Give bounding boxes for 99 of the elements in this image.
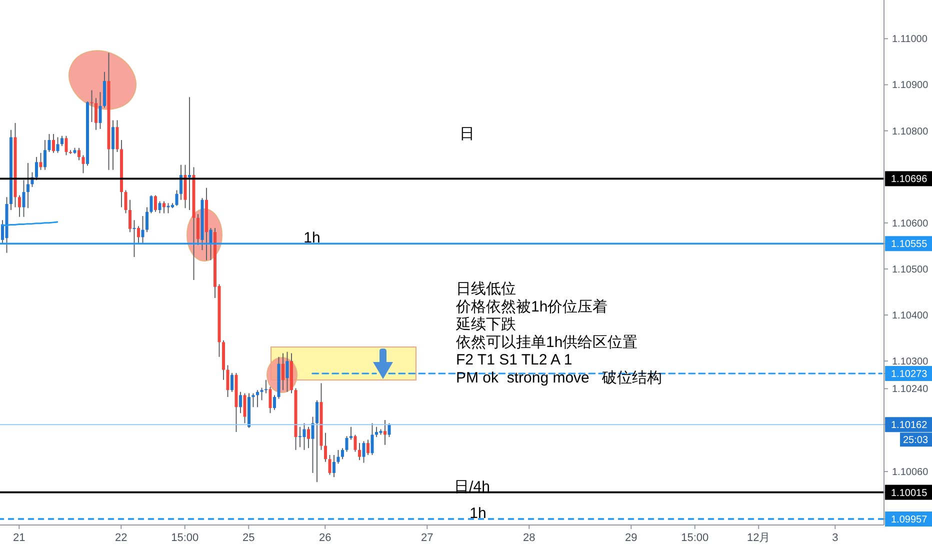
candlestick [175, 190, 178, 206]
candlestick [18, 194, 21, 218]
candlestick [307, 426, 310, 449]
y-tick-label: 1.10600 [892, 218, 929, 230]
candlestick [328, 454, 332, 476]
candlestick [311, 416, 314, 474]
candlestick [128, 199, 132, 233]
ref-line-label: 日 [460, 126, 474, 143]
y-tick-label: 1.10500 [892, 264, 929, 276]
text: 25:03 [903, 435, 928, 446]
candlestick [64, 135, 68, 156]
annotation: PM ok strong move 破位结构 [456, 369, 662, 386]
x-tick-label: 15:00 [681, 532, 709, 544]
x-tick-label: 27 [421, 532, 434, 544]
candlestick [82, 154, 85, 174]
candlestick [158, 200, 162, 214]
candlestick [324, 432, 327, 462]
candlestick [78, 147, 80, 161]
x-tick-label: 26 [319, 532, 332, 544]
ref-line-label: 1h [304, 230, 320, 247]
x-tick-label: 3 [832, 532, 838, 544]
candlestick [302, 422, 306, 450]
candlestick [132, 220, 136, 258]
x-tick-label: 25 [242, 532, 255, 544]
candlestick [124, 190, 128, 214]
candlestick [39, 152, 42, 170]
annotation: 日线低位 [456, 280, 516, 298]
candlestick [112, 120, 114, 170]
y-tick-label: 1.10300 [892, 356, 929, 368]
candlestick [209, 227, 212, 261]
candlestick [188, 96, 191, 210]
candlestick [388, 422, 391, 438]
candlestick [98, 92, 102, 130]
candlestick [358, 442, 361, 461]
candlestick [354, 434, 357, 452]
annotation: 依然可以挂单1h供给区位置 [456, 334, 638, 351]
candlestick [286, 351, 289, 392]
candlestick [384, 420, 386, 446]
candlestick [268, 386, 272, 414]
candlestick [52, 134, 55, 154]
candlestick [116, 120, 119, 152]
candlestick [44, 140, 46, 170]
annotation: 价格依然被1h价位压着 [455, 298, 608, 316]
candlestick [60, 135, 64, 146]
ref-line-label: 1h [470, 505, 486, 522]
y-tick-label: 1.10400 [892, 310, 929, 322]
candlestick [137, 226, 140, 244]
x-tick-label: 22 [115, 532, 128, 544]
candlestick [260, 387, 264, 401]
candlestick [345, 436, 348, 452]
candlestick [150, 194, 153, 214]
candlestick [341, 448, 344, 460]
candlestick [154, 194, 157, 212]
y-tick-label: 1.10060 [892, 467, 929, 478]
candlestick [146, 206, 148, 233]
candlestick [239, 391, 242, 414]
candlestick [366, 439, 370, 456]
candlestick [141, 215, 144, 244]
candlestick [264, 379, 268, 394]
candlestick [370, 422, 374, 456]
candlestick [26, 162, 30, 209]
y-tick-label: 1.11000 [892, 34, 928, 46]
candlestick [273, 394, 276, 410]
y-tick-label: 1.10273 [891, 368, 928, 380]
candlestick [48, 134, 51, 152]
candlestick [316, 400, 318, 483]
x-tick-label: 15:00 [171, 532, 199, 544]
candlestick [90, 90, 94, 123]
candlestick [226, 364, 230, 398]
x-tick-label: 29 [625, 532, 638, 544]
candlestick [252, 392, 255, 408]
candlestick [196, 214, 200, 246]
y-tick-label: 1.10555 [891, 239, 928, 250]
candlestick [162, 200, 166, 214]
x-tick-label: 12月 [747, 532, 770, 544]
candlestick [230, 372, 234, 392]
candlestick [35, 156, 38, 181]
y-tick-label: 1.09957 [891, 514, 928, 526]
x-tick-label: 21 [13, 532, 26, 544]
y-tick-label: 1.10800 [892, 126, 929, 138]
annotation: F2 T1 S1 TL2 A 1 [456, 352, 572, 368]
candlestick [243, 392, 246, 424]
candlestick [256, 390, 259, 408]
x-tick-label: 28 [523, 532, 536, 544]
y-tick-label: 1.10240 [892, 384, 929, 396]
annotation: 延续下跌 [455, 316, 516, 333]
candlestick [336, 449, 340, 464]
candlestick [350, 426, 352, 440]
y-tick-label: 1.10015 [891, 488, 928, 499]
y-tick-label: 1.10162 [891, 420, 928, 432]
candlestick [332, 454, 336, 478]
candlestick [282, 352, 284, 391]
candlestick [56, 136, 60, 154]
candlestick [180, 164, 182, 200]
y-tick-label: 1.10900 [892, 80, 929, 92]
candlestick [22, 180, 26, 218]
candlestick [94, 98, 98, 130]
candlestick [362, 440, 366, 464]
y-tick-label: 1.10696 [891, 174, 928, 186]
